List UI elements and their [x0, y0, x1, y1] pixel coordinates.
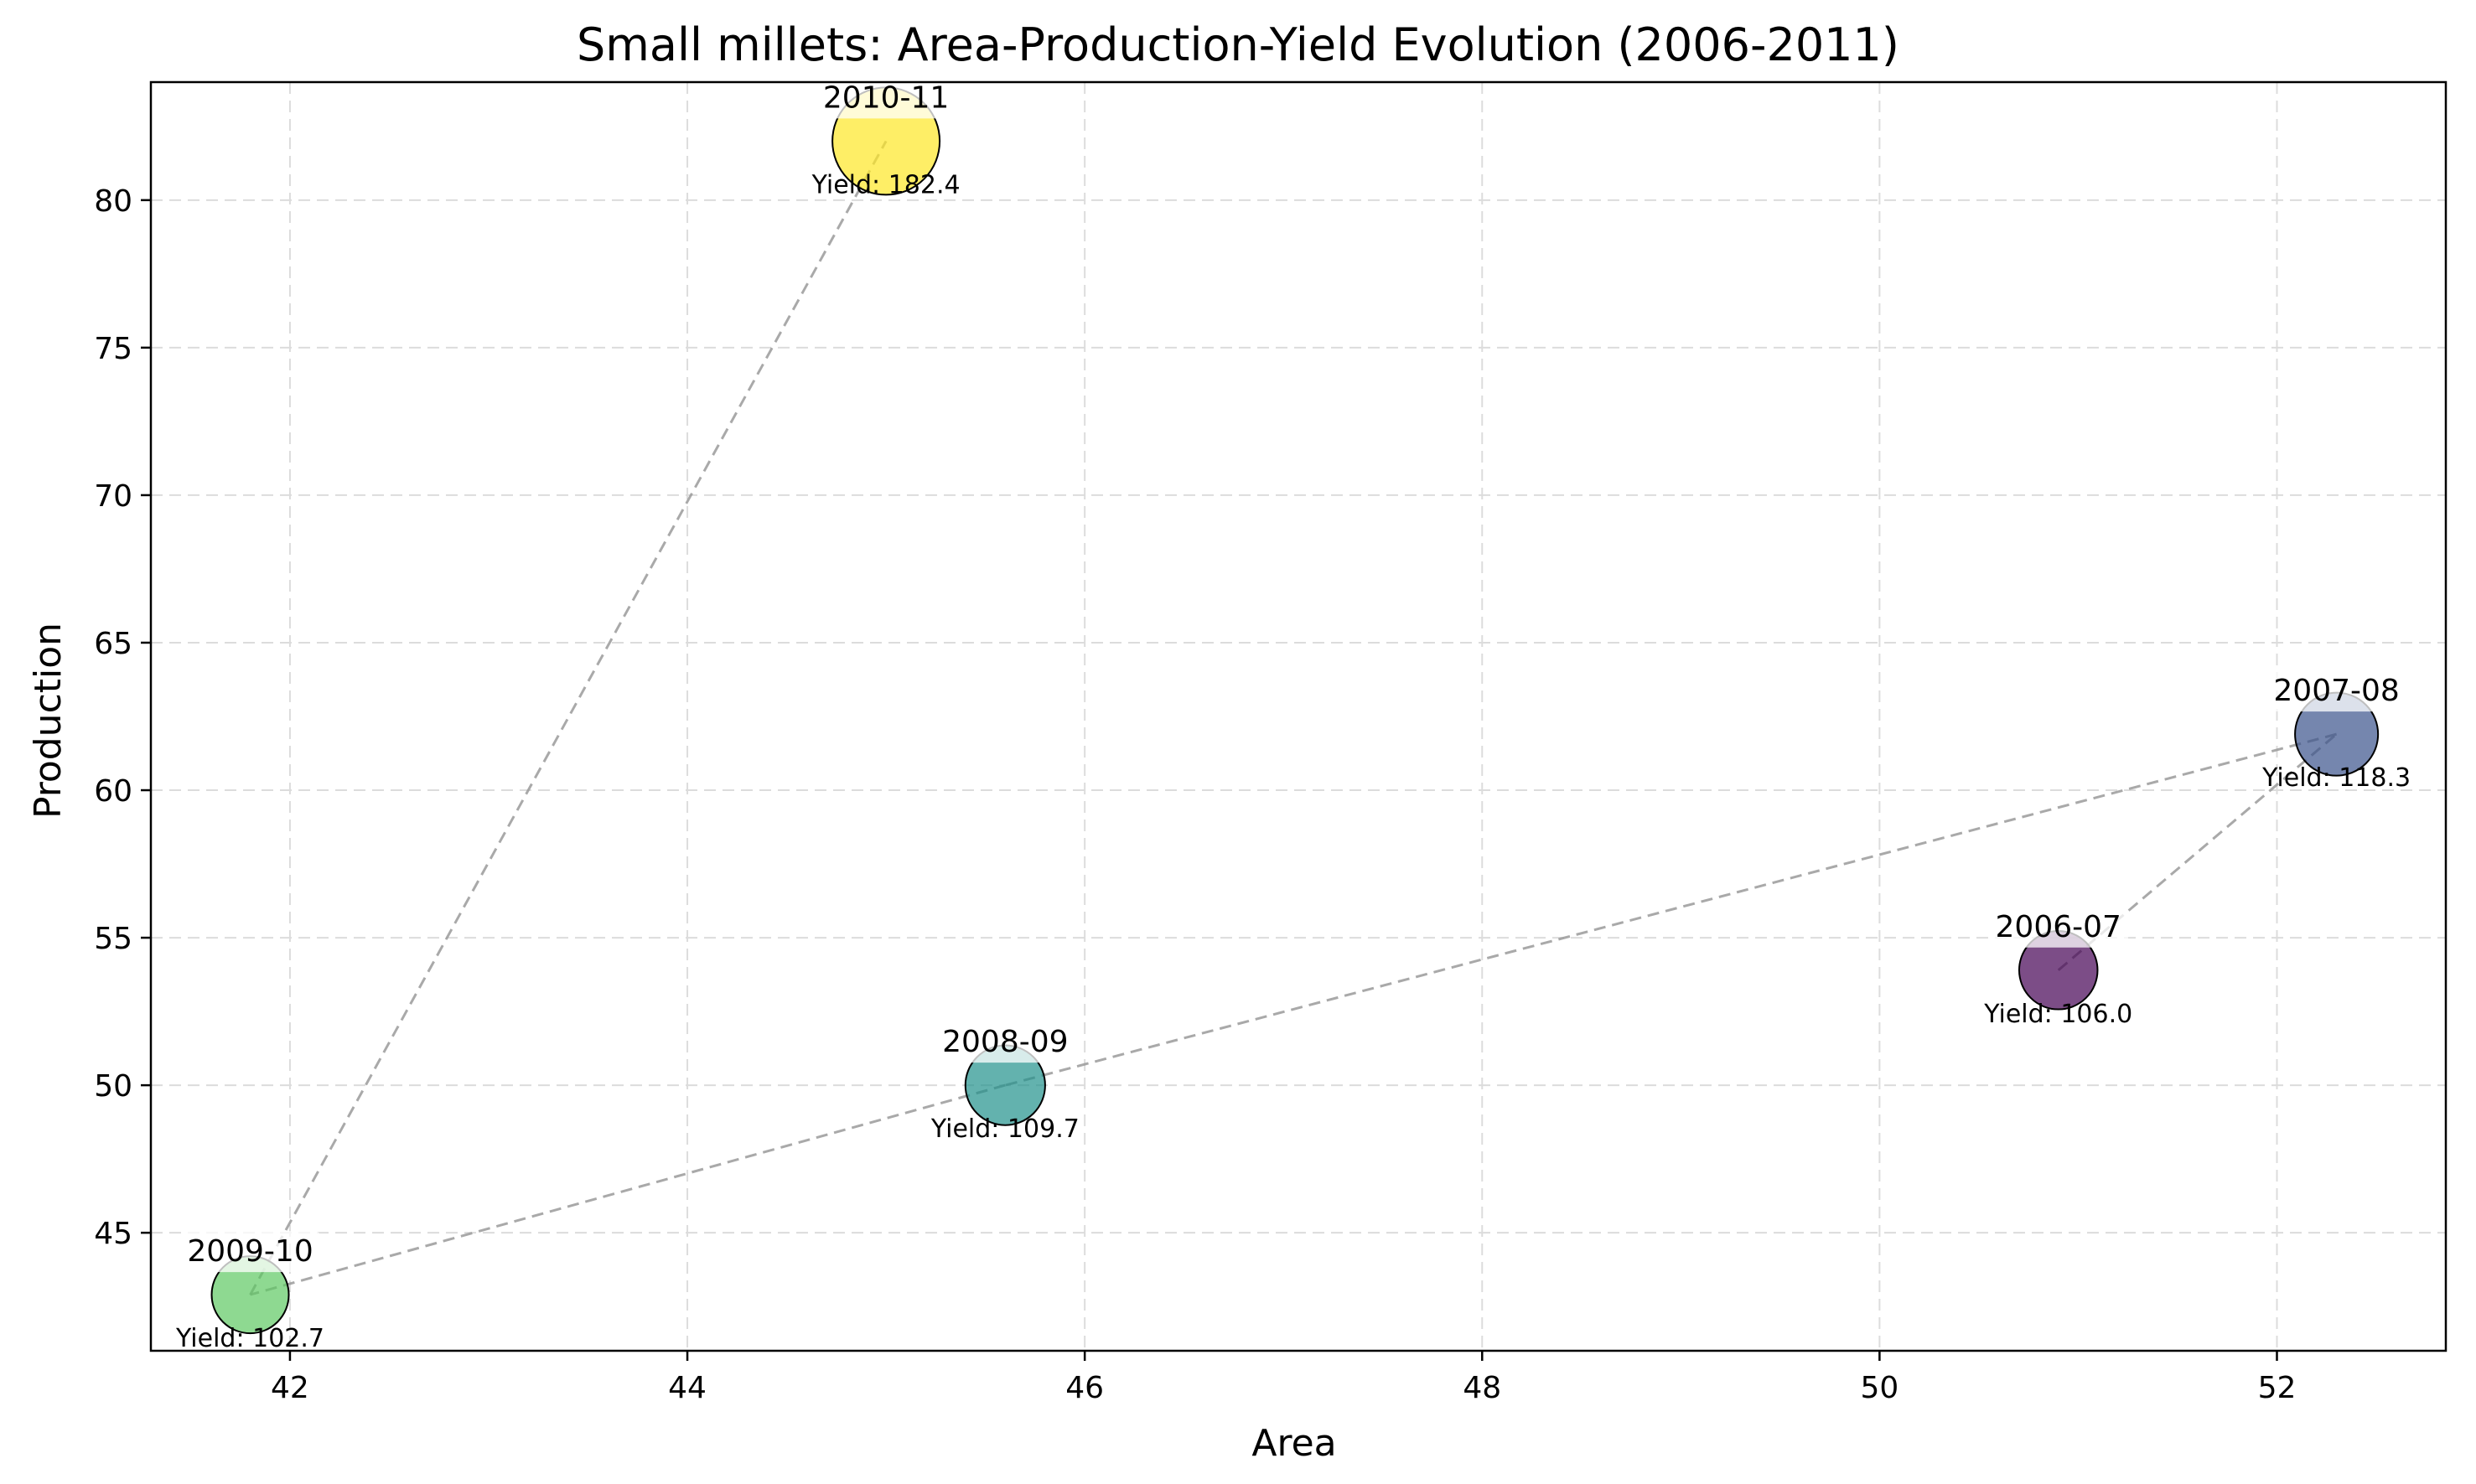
- trajectory-segment: [1004, 732, 2338, 1087]
- point-label: 2007-08: [2273, 674, 2399, 708]
- y-tick-label: 70: [94, 479, 132, 514]
- trajectory-segment: [249, 140, 888, 1295]
- y-axis-label: Production: [27, 623, 70, 819]
- chart-title: Small millets: Area-Production-Yield Evo…: [577, 18, 1899, 71]
- point-label: 2010-11: [823, 80, 949, 115]
- y-tick-label: 65: [94, 627, 132, 661]
- x-tick-label: 46: [1065, 1371, 1104, 1405]
- point-label-background: [935, 1021, 1075, 1063]
- x-tick-label: 44: [668, 1371, 707, 1405]
- y-tick-label: 55: [94, 922, 132, 956]
- x-tick-label: 50: [1860, 1371, 1898, 1405]
- yield-label: Yield: 118.3: [2261, 763, 2411, 793]
- point-label-background: [816, 77, 956, 119]
- yield-label: Yield: 106.0: [1983, 1000, 2132, 1029]
- x-tick-label: 52: [2258, 1371, 2297, 1405]
- data-points: [210, 86, 2380, 1335]
- x-tick-label: 42: [271, 1371, 309, 1405]
- trajectory-lines: [249, 140, 2338, 1296]
- y-tick-label: 45: [94, 1217, 132, 1251]
- axis-ticks: 42 44 46 48 50 52 45 50 55 60 65 70 75 80: [94, 184, 2296, 1405]
- yield-label: Yield: 102.7: [175, 1324, 324, 1353]
- plot-frame: [149, 80, 2448, 1352]
- y-tick-label: 50: [94, 1069, 132, 1104]
- point-label: 2006-07: [1996, 910, 2121, 944]
- y-tick-label: 80: [94, 184, 132, 219]
- point-label-background: [2266, 670, 2406, 712]
- grid: [151, 82, 2446, 1351]
- point-label-background: [180, 1231, 320, 1273]
- point-label: 2008-09: [942, 1025, 1068, 1059]
- x-axis-label: Area: [1251, 1422, 1336, 1465]
- point-label-background: [1988, 906, 2128, 948]
- point-labels: 2006-07 Yield: 106.0 2007-08 Yield: 118.3 20…: [175, 77, 2411, 1353]
- yield-label: Yield: 182.4: [811, 170, 961, 199]
- y-tick-label: 75: [94, 332, 132, 366]
- yield-label: Yield: 109.7: [930, 1114, 1080, 1144]
- trajectory-segment: [250, 1083, 1006, 1296]
- y-tick-label: 60: [94, 774, 132, 809]
- x-tick-label: 48: [1463, 1371, 1501, 1405]
- point-label: 2009-10: [187, 1234, 313, 1269]
